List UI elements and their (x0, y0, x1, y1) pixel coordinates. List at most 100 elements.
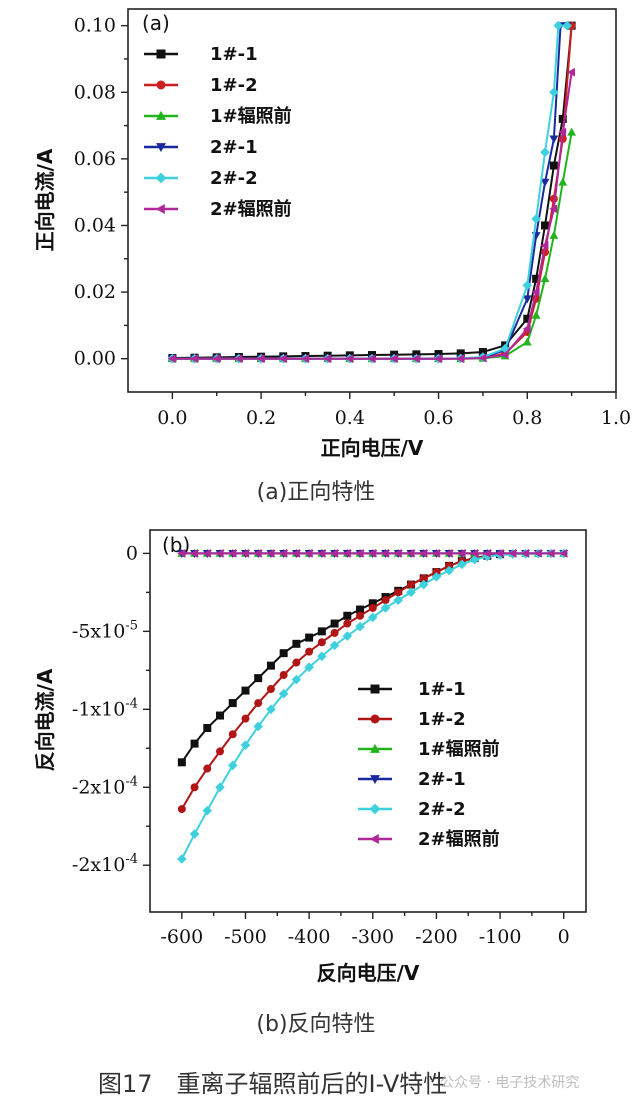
data-point (228, 730, 237, 739)
series-1#-1 (177, 550, 505, 767)
data-point (189, 548, 198, 558)
data-point (240, 548, 249, 558)
y-tick-label: -2x10-4 (72, 774, 138, 798)
data-point (368, 548, 377, 558)
data-point (531, 287, 540, 297)
data-point (418, 579, 429, 590)
data-point (177, 854, 187, 864)
data-point (256, 354, 265, 364)
legend-label: 2#-1 (418, 769, 466, 790)
x-tick-label: 0.4 (335, 407, 365, 429)
series-2#-1 (167, 22, 572, 364)
data-point (553, 20, 564, 31)
y-tick-exponent: -4 (125, 774, 138, 789)
y-tick-exponent: -4 (125, 852, 138, 867)
data-point (508, 548, 517, 558)
data-point (304, 662, 314, 673)
data-point (411, 354, 420, 364)
data-point (394, 588, 403, 597)
data-point (433, 354, 442, 364)
data-point (292, 639, 301, 648)
data-point (549, 230, 559, 239)
data-point (278, 688, 289, 699)
y-axis-title: 反向电流/A (33, 668, 57, 771)
legend-label: 1#-1 (210, 44, 258, 65)
data-point (330, 628, 339, 637)
x-tick-label: 0 (558, 926, 570, 948)
legend-label: 2#-2 (210, 168, 258, 189)
series-2#辐照前 (177, 548, 568, 558)
data-point (406, 587, 416, 598)
data-point (177, 805, 186, 814)
data-point (241, 714, 250, 723)
data-point (228, 699, 237, 708)
series-line (180, 552, 564, 860)
data-point (380, 603, 391, 613)
data-point (216, 711, 225, 720)
data-point (478, 348, 487, 357)
data-point (559, 548, 568, 558)
legend: 1#-1 1#-2 1#辐照前 2#-1 2#-2 2#辐照前 (358, 679, 500, 850)
y-tick-label: 0.04 (74, 214, 116, 236)
data-point (190, 739, 199, 748)
series-1#-2 (177, 550, 505, 814)
data-point (356, 611, 365, 620)
data-point (212, 354, 221, 364)
data-point (278, 354, 287, 364)
chart-panel-b: -600 -500 -400 -300 -200 -100 0 0 -5x10-5 -1x10-4… (33, 529, 587, 985)
series-2#辐照前 (167, 67, 576, 364)
data-point (177, 758, 186, 767)
data-point (342, 548, 351, 558)
data-point (531, 310, 541, 319)
data-point (329, 640, 340, 651)
data-point (323, 354, 332, 364)
data-point (522, 280, 533, 291)
series-line (172, 72, 573, 360)
data-point (520, 548, 529, 558)
y-tick-label: 0.06 (74, 148, 116, 170)
data-point (304, 548, 313, 558)
data-point (406, 548, 415, 558)
data-point (549, 204, 558, 214)
data-point (317, 651, 327, 662)
legend-marker (156, 110, 166, 120)
legend-marker (370, 775, 380, 785)
series-1#-2 (168, 21, 576, 363)
data-point (406, 580, 415, 589)
data-point (228, 548, 237, 558)
data-point (381, 596, 390, 605)
x-tick-label: 0.2 (246, 407, 276, 429)
data-point (240, 740, 251, 750)
legend-label: 1#-2 (210, 75, 258, 96)
data-point (532, 274, 541, 283)
y-tick-label: -1x10-4 (72, 696, 138, 720)
x-tick-label: -300 (351, 926, 394, 948)
watermark: 公众号 · 电子技术研究 (440, 1075, 580, 1091)
panel-label: (a) (142, 11, 170, 35)
y-tick-label: 0.10 (74, 15, 116, 37)
y-tick-label: -2x10-4 (72, 852, 138, 876)
data-point (368, 603, 377, 612)
legend-marker (370, 684, 380, 694)
data-point (266, 548, 275, 558)
series-line (172, 132, 573, 360)
data-point (356, 605, 365, 614)
data-point (215, 548, 224, 558)
data-point (355, 548, 364, 558)
data-point (266, 661, 275, 670)
data-point (533, 548, 542, 558)
data-point (330, 619, 339, 628)
data-point (482, 548, 491, 558)
data-point (216, 747, 225, 756)
panel-a-caption: (a)正向特性 (256, 480, 376, 505)
y-tick-label: 0.02 (74, 281, 116, 303)
data-point (177, 548, 186, 558)
x-axis-title: 正向电压/V (321, 436, 424, 460)
data-point (380, 548, 389, 558)
x-tick-label: -600 (160, 926, 203, 948)
data-point (500, 350, 509, 360)
data-point (202, 548, 211, 558)
y-tick-label: 0.08 (74, 81, 116, 103)
x-tick-label: -200 (415, 926, 458, 948)
